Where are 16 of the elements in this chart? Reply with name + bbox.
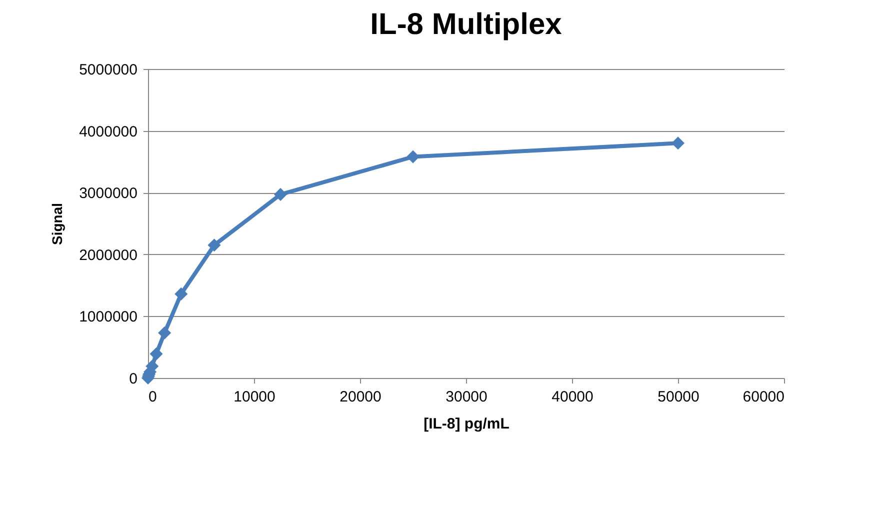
x-tick-label: 40000 (552, 388, 594, 406)
x-tick-label: 50000 (658, 388, 700, 406)
x-tick-label: 10000 (234, 388, 276, 406)
y-tick-label: 0 (129, 370, 138, 388)
y-tick-label: 4000000 (79, 123, 138, 140)
y-tick-label: 1000000 (79, 308, 138, 326)
x-tick-label: 60000 (742, 388, 784, 406)
y-tick-label: 5000000 (79, 62, 138, 78)
y-axis-title: Signal (49, 202, 66, 246)
y-tick-label: 3000000 (79, 185, 138, 202)
x-tick-label: 30000 (446, 388, 488, 406)
y-tick-label: 2000000 (79, 246, 138, 264)
chart-title: IL-8 Multiplex (370, 8, 562, 41)
x-tick-label: 0 (148, 388, 157, 406)
x-axis-title: [IL-8] pg/mL (424, 416, 510, 432)
x-tick-label: 20000 (340, 388, 382, 406)
